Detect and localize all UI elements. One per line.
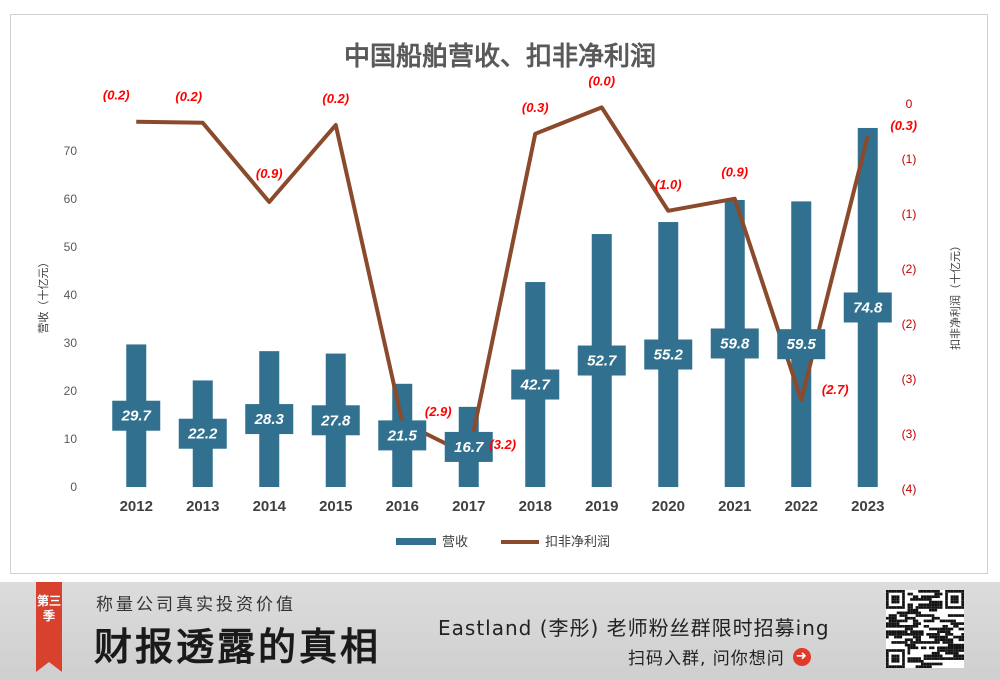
revenue-bar-label-box — [511, 369, 560, 400]
y-right-tick-label: 0 — [906, 97, 913, 111]
revenue-bar-label-box — [378, 420, 427, 451]
x-tick-label: 2012 — [120, 498, 153, 515]
revenue-bar-label: 28.3 — [254, 411, 285, 428]
y-left-tick-label: 70 — [64, 144, 78, 158]
revenue-bar-label: 59.5 — [787, 336, 817, 353]
revenue-bar-label: 59.8 — [720, 335, 750, 352]
x-tick-label: 2021 — [718, 498, 751, 515]
profit-data-label: (0.3) — [522, 100, 549, 115]
chart-frame: 中国船舶营收、扣非净利润 0 10 20 30 40 50 60 70 0 (1) (1) (2) (… — [10, 14, 988, 574]
profit-data-label: (0.2) — [322, 91, 349, 106]
profit-data-label: (2.9) — [425, 404, 452, 419]
banner-slogan: 称量公司真实投资价值 — [96, 595, 296, 615]
banner-cta-label: 扫码入群, 问你想问 — [628, 649, 785, 669]
banner-cta[interactable]: 扫码入群, 问你想问 ➜ — [628, 644, 811, 669]
revenue-bar-label: 21.5 — [387, 427, 418, 444]
revenue-bar-label-box — [444, 431, 493, 462]
profit-data-label: (1.0) — [655, 177, 682, 192]
revenue-bar-label-box — [112, 400, 161, 431]
x-tick-label: 2020 — [652, 498, 685, 515]
banner-recruit-text: Eastland (李彤) 老师粉丝群限时招募ing — [438, 616, 830, 640]
y-left-tick-label: 10 — [64, 432, 78, 446]
profit-data-label: (0.2) — [103, 88, 130, 103]
y-right-tick-label: (2) — [902, 317, 917, 331]
profit-data-label: (0.3) — [890, 118, 917, 133]
y-axis-left-label: 营收（十亿元） — [36, 257, 50, 334]
y-right-tick-label: (3) — [902, 372, 917, 386]
revenue-bar-label: 29.7 — [121, 408, 152, 425]
promo-banner: 第三季 称量公司真实投资价值 财报透露的真相 Eastland (李彤) 老师粉… — [0, 582, 1000, 680]
x-tick-label: 2014 — [253, 498, 287, 515]
revenue-bar-label-box — [311, 405, 360, 436]
x-tick-label: 2019 — [585, 498, 618, 515]
legend: 营收 扣非净利润 — [396, 535, 610, 550]
x-tick-label: 2013 — [186, 498, 219, 515]
season-tag: 第三季 — [36, 582, 62, 672]
revenue-bar-label-box — [777, 329, 826, 360]
y-right-tick-label: (4) — [902, 482, 917, 496]
chart-canvas: 中国船舶营收、扣非净利润 0 10 20 30 40 50 60 70 0 (1) (1) (2) (… — [36, 41, 962, 550]
revenue-bar-label: 55.2 — [654, 347, 684, 364]
profit-data-label: (0.2) — [175, 89, 202, 104]
revenue-bar-label-box — [843, 292, 892, 323]
y-left-tick-label: 40 — [64, 288, 78, 302]
banner-brand: 财报透露的真相 — [94, 624, 382, 669]
x-tick-label: 2018 — [519, 498, 552, 515]
legend-swatch-revenue — [396, 538, 436, 545]
revenue-bar-label: 52.7 — [587, 353, 617, 370]
profit-data-label: (0.9) — [256, 166, 283, 181]
profit-data-label: (0.0) — [588, 73, 615, 88]
y-right-tick-label: (1) — [902, 152, 917, 166]
y-left-tick-label: 30 — [64, 336, 78, 350]
x-tick-label: 2016 — [386, 498, 419, 515]
y-left-tick-label: 20 — [64, 384, 78, 398]
revenue-bar-label-box — [245, 404, 294, 435]
revenue-bar-label: 42.7 — [520, 377, 551, 394]
y-left-tick-label: 0 — [70, 480, 77, 494]
profit-line — [136, 105, 870, 457]
y-axis-right-label: 扣非净利润（十亿元） — [948, 240, 962, 350]
qr-code[interactable] — [886, 590, 964, 668]
y-left-tick-label: 60 — [64, 192, 78, 206]
x-tick-label: 2017 — [452, 498, 485, 515]
legend-label-profit: 扣非净利润 — [545, 535, 610, 550]
y-right-tick-label: (1) — [902, 207, 917, 221]
profit-data-label: (3.2) — [489, 437, 516, 452]
x-tick-label: 2022 — [785, 498, 818, 515]
revenue-bar-label-box — [644, 339, 693, 370]
legend-label-revenue: 营收 — [442, 535, 468, 550]
profit-data-label: (2.7) — [822, 382, 849, 397]
profit-data-label: (0.9) — [721, 165, 748, 180]
revenue-bar-label-box — [710, 328, 759, 359]
revenue-bar-label: 22.2 — [187, 426, 218, 443]
x-tick-label: 2015 — [319, 498, 352, 515]
y-right-tick-label: (3) — [902, 427, 917, 441]
y-left-tick-label: 50 — [64, 240, 78, 254]
arrow-right-circle-icon[interactable]: ➜ — [792, 647, 811, 666]
revenue-bar-label-box — [178, 418, 227, 449]
x-tick-label: 2023 — [851, 498, 884, 515]
revenue-bar-label: 74.8 — [853, 299, 883, 316]
revenue-bar-label-box — [577, 345, 626, 376]
revenue-bar-label: 27.8 — [320, 412, 351, 429]
y-right-tick-label: (2) — [902, 262, 917, 276]
revenue-bar-label: 16.7 — [454, 439, 484, 456]
chart-title: 中国船舶营收、扣非净利润 — [344, 41, 656, 72]
